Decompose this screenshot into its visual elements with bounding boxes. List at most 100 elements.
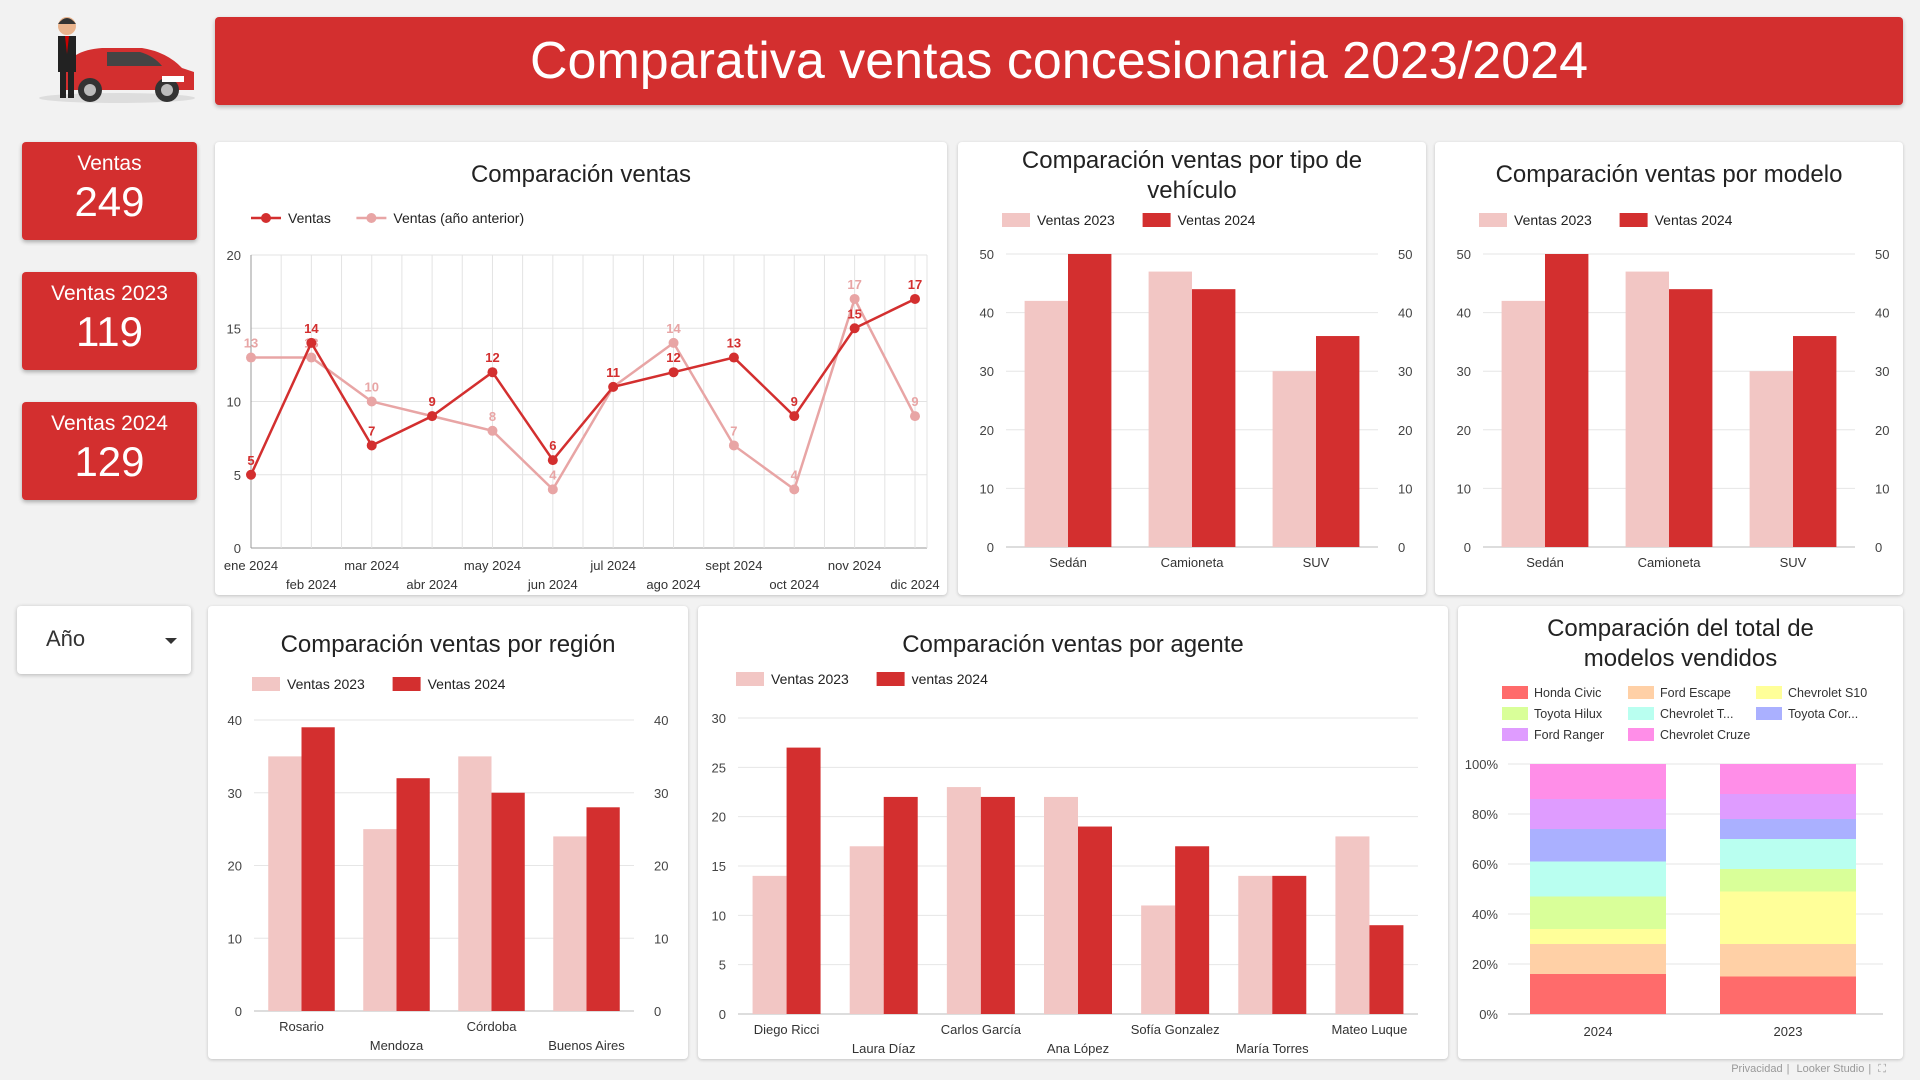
legend-label: Ventas 2024 — [1178, 212, 1256, 228]
x-tick-label: ago 2024 — [646, 577, 700, 592]
data-point — [366, 396, 377, 407]
y-tick-label: 5 — [719, 958, 726, 973]
data-point — [728, 440, 739, 451]
legend-label: Ventas (año anterior) — [393, 210, 524, 226]
data-point — [246, 469, 256, 480]
line-chart: 0 5 10 15 20 ene 2024 feb 2024 mar 2024 abr 2024… — [224, 210, 940, 592]
bar — [1192, 289, 1236, 547]
y-tick-label: 20% — [1472, 957, 1498, 972]
stack-segment — [1720, 839, 1856, 869]
data-point — [789, 484, 800, 495]
data-label: 12 — [485, 350, 499, 365]
stack-segment — [1530, 944, 1666, 974]
x-tick-label: SUV — [1780, 555, 1807, 570]
y-tick-label: 10 — [712, 908, 726, 923]
x-tick-label: 2024 — [1584, 1024, 1613, 1039]
data-point — [547, 484, 558, 495]
looker-studio-link[interactable]: Looker Studio — [1796, 1063, 1865, 1075]
bar — [980, 796, 1015, 1014]
x-tick-label: sept 2024 — [705, 558, 762, 573]
y2-tick-label: 40 — [1875, 306, 1889, 321]
dashboard-title: Comparativa ventas concesionaria 2023/20… — [215, 17, 1903, 105]
chart-card-modelo: Comparación ventas por modelo 0 0 10 10 20 20… — [1435, 142, 1903, 595]
y-tick-label: 0 — [235, 1004, 242, 1019]
data-point — [668, 337, 679, 348]
y-tick-label: 40 — [228, 713, 242, 728]
y-tick-label: 30 — [980, 364, 994, 379]
bar-chart-modelo: 0 0 10 10 20 20 30 30 40 40 50 50 Sedán Camioneta SUV V… — [1457, 212, 1890, 570]
data-point — [608, 381, 619, 392]
y-tick-label: 10 — [227, 395, 241, 410]
y-tick-label: 60% — [1472, 857, 1498, 872]
x-tick-label: abr 2024 — [406, 577, 457, 592]
kpi-label: Ventas 2024 — [51, 412, 168, 435]
bar — [396, 778, 430, 1011]
y-tick-label: 15 — [227, 321, 241, 336]
data-label: 9 — [428, 394, 435, 409]
x-tick-label: jun 2024 — [527, 577, 578, 592]
legend-label: ventas 2024 — [912, 671, 988, 687]
bar — [1669, 289, 1713, 547]
bar — [1141, 905, 1176, 1014]
y2-tick-label: 20 — [1398, 423, 1412, 438]
data-point — [427, 411, 438, 422]
y-tick-label: 10 — [228, 931, 242, 946]
y2-tick-label: 40 — [1398, 306, 1412, 321]
legend-label: Ventas — [288, 210, 331, 226]
legend-label: Ventas 2024 — [428, 676, 506, 692]
legend-label: Ford Ranger — [1534, 728, 1604, 742]
data-label: 4 — [791, 467, 799, 482]
x-tick-label: Mateo Luque — [1331, 1022, 1407, 1037]
privacy-link[interactable]: Privacidad — [1731, 1063, 1783, 1075]
legend-swatch — [1756, 707, 1782, 720]
x-tick-label: Diego Ricci — [754, 1022, 820, 1037]
legend-label: Ventas 2023 — [287, 676, 365, 692]
x-tick-label: Camioneta — [1161, 555, 1225, 570]
kpi-ventas-2023: Ventas 2023 119 — [22, 272, 197, 370]
legend-swatch — [1502, 728, 1528, 741]
data-label: 9 — [911, 394, 918, 409]
data-label: 7 — [730, 423, 737, 438]
x-tick-label: Rosario — [279, 1019, 324, 1034]
bar — [1749, 371, 1793, 547]
data-point — [487, 425, 498, 436]
kpi-label: Ventas 2023 — [51, 282, 168, 305]
bar — [586, 807, 620, 1011]
y-tick-label: 0 — [234, 541, 241, 556]
bar — [1501, 300, 1545, 547]
x-tick-label: feb 2024 — [286, 577, 337, 592]
bar — [1148, 271, 1192, 547]
x-tick-label: Córdoba — [467, 1019, 518, 1034]
x-tick-label: dic 2024 — [890, 577, 939, 592]
bar-chart-region: 0 0 10 10 20 20 30 30 40 40 Rosario Mendoza Córdoba B… — [228, 676, 669, 1053]
bar — [786, 747, 821, 1014]
kpi-ventas-2024: Ventas 2024 129 — [22, 402, 197, 500]
y-tick-label: 20 — [980, 423, 994, 438]
y2-tick-label: 0 — [1398, 540, 1405, 555]
data-point — [246, 352, 256, 363]
bar — [752, 875, 787, 1014]
x-tick-label: SUV — [1303, 555, 1330, 570]
stack-segment — [1720, 764, 1856, 794]
data-point — [910, 411, 920, 422]
year-filter-dropdown[interactable]: Año — [17, 606, 191, 674]
data-point — [487, 367, 498, 378]
stacked-bar-chart: 0% 20% 40% 60% 80% 100% 2024 2023 Honda Civic For… — [1465, 686, 1883, 1039]
x-tick-label: oct 2024 — [769, 577, 819, 592]
y-tick-label: 0 — [1464, 540, 1471, 555]
x-tick-label: Carlos García — [941, 1022, 1022, 1037]
stack-segment — [1530, 896, 1666, 929]
data-label: 14 — [304, 321, 319, 336]
bar — [458, 756, 492, 1011]
data-label: 4 — [549, 467, 557, 482]
bar — [946, 787, 981, 1014]
x-tick-label: Sofía Gonzalez — [1131, 1022, 1220, 1037]
y-tick-label: 30 — [712, 711, 726, 726]
stack-segment — [1720, 794, 1856, 819]
bar — [1078, 826, 1112, 1014]
legend-label: Toyota Hilux — [1534, 707, 1603, 721]
data-point — [910, 293, 920, 304]
x-tick-label: jul 2024 — [589, 558, 636, 573]
bar — [1272, 371, 1316, 547]
fullscreen-icon[interactable]: ⛶ — [1878, 1063, 1886, 1075]
